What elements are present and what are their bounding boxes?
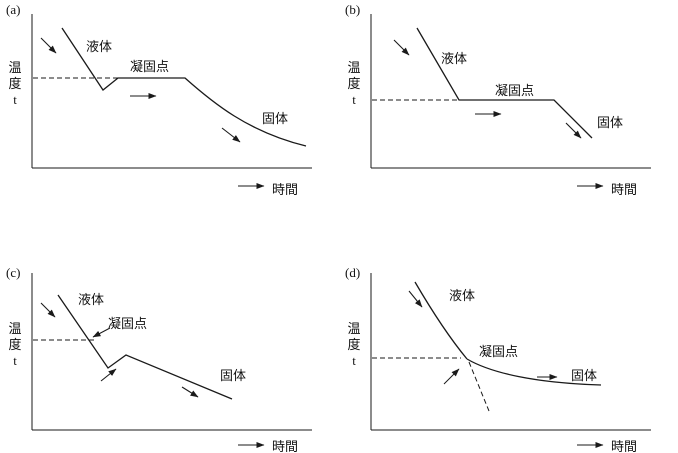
- y-axis-symbol: t: [13, 352, 17, 368]
- solid-flow-arrow: [565, 122, 582, 139]
- solid-flow-arrow: [181, 386, 199, 398]
- panel-b: (b) 温度 t 液体 凝固点 固体 時間: [339, 0, 678, 226]
- y-axis-label: 温度 t: [6, 321, 24, 369]
- liquid-extrapolation-dashed-line: [468, 361, 490, 412]
- solid-label: 固体: [597, 115, 624, 130]
- y-axis-label-text: 温度: [347, 321, 361, 352]
- cooling-curve: [57, 294, 233, 400]
- panel-label: (c): [6, 265, 21, 280]
- panel-label: (d): [345, 265, 361, 280]
- y-axis-label: 温度 t: [345, 321, 363, 369]
- cooling-curve: [416, 27, 593, 139]
- time-axis-label: 時間: [611, 439, 638, 453]
- solid-flow-arrow: [221, 127, 241, 143]
- panel-c: (c) 温度 t 液体 凝固点 固体 時間: [0, 227, 339, 453]
- liquid-flow-arrow: [40, 37, 57, 54]
- time-axis-label: 時間: [611, 182, 638, 197]
- liquid-label: 液体: [441, 51, 468, 66]
- liquid-flow-arrow: [393, 39, 410, 56]
- liquid-cooling-curve: [414, 281, 468, 360]
- liquid-flow-arrow: [40, 302, 56, 318]
- panel-a: (a) 温度 t 液体 凝固点 固体 時間: [0, 0, 339, 226]
- solid-label: 固体: [220, 368, 247, 383]
- y-axis-symbol: t: [352, 91, 356, 107]
- panel-d: (d) 温度 t 液体 凝固点 固体 時間: [339, 227, 678, 453]
- panel-c-plot: [31, 273, 312, 448]
- y-axis-label: 温度 t: [6, 60, 24, 108]
- liquid-label: 液体: [86, 39, 113, 54]
- y-axis-label: 温度 t: [345, 60, 363, 108]
- freezing-point-pointer-arrow: [443, 368, 460, 385]
- y-axis-symbol: t: [352, 352, 356, 368]
- panel-label: (a): [6, 2, 21, 17]
- y-axis-symbol: t: [13, 91, 17, 107]
- freezing-point-label: 凝固点: [495, 83, 535, 98]
- freezing-point-pointer-arrow: [92, 327, 111, 338]
- cooling-curve: [61, 27, 307, 147]
- y-axis-label-text: 温度: [8, 60, 22, 91]
- liquid-flow-arrow: [408, 290, 423, 308]
- time-axis-label: 時間: [272, 439, 299, 453]
- freezing-point-label: 凝固点: [130, 59, 170, 74]
- liquid-label: 液体: [449, 288, 476, 303]
- recovery-flow-arrow: [100, 368, 117, 382]
- panel-label: (b): [345, 2, 361, 17]
- y-axis-label-text: 温度: [347, 60, 361, 91]
- panel-a-plot: [31, 14, 312, 189]
- solid-label: 固体: [571, 368, 598, 383]
- panel-b-plot: [370, 14, 651, 189]
- liquid-label: 液体: [78, 292, 105, 307]
- time-axis-label: 時間: [272, 182, 299, 197]
- panel-d-plot: [370, 273, 651, 448]
- solid-label: 固体: [262, 111, 289, 126]
- solid-cooling-curve: [466, 358, 602, 386]
- freezing-point-label: 凝固点: [108, 316, 148, 331]
- freezing-point-label: 凝固点: [479, 344, 519, 359]
- y-axis-label-text: 温度: [8, 321, 22, 352]
